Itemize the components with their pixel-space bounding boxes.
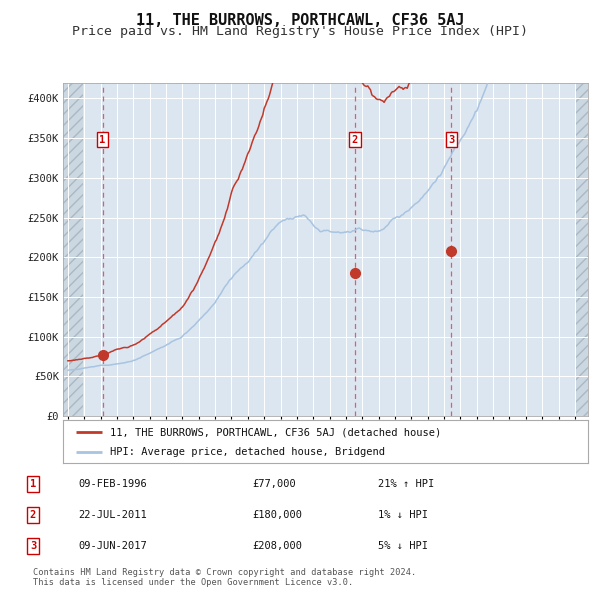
Text: Contains HM Land Registry data © Crown copyright and database right 2024.: Contains HM Land Registry data © Crown c… xyxy=(33,568,416,576)
Text: 1% ↓ HPI: 1% ↓ HPI xyxy=(378,510,428,520)
Text: 5% ↓ HPI: 5% ↓ HPI xyxy=(378,541,428,550)
Text: 1: 1 xyxy=(100,135,106,145)
Text: Price paid vs. HM Land Registry's House Price Index (HPI): Price paid vs. HM Land Registry's House … xyxy=(72,25,528,38)
Text: 1: 1 xyxy=(30,480,36,489)
Text: £208,000: £208,000 xyxy=(252,541,302,550)
Text: 09-JUN-2017: 09-JUN-2017 xyxy=(78,541,147,550)
Text: 11, THE BURROWS, PORTHCAWL, CF36 5AJ (detached house): 11, THE BURROWS, PORTHCAWL, CF36 5AJ (de… xyxy=(110,427,442,437)
Text: 09-FEB-1996: 09-FEB-1996 xyxy=(78,480,147,489)
Text: 21% ↑ HPI: 21% ↑ HPI xyxy=(378,480,434,489)
Text: 11, THE BURROWS, PORTHCAWL, CF36 5AJ: 11, THE BURROWS, PORTHCAWL, CF36 5AJ xyxy=(136,13,464,28)
Text: 2: 2 xyxy=(352,135,358,145)
Bar xyxy=(575,83,588,416)
Text: 2: 2 xyxy=(30,510,36,520)
Text: HPI: Average price, detached house, Bridgend: HPI: Average price, detached house, Brid… xyxy=(110,447,385,457)
Text: 3: 3 xyxy=(448,135,454,145)
Bar xyxy=(63,83,83,416)
Text: £77,000: £77,000 xyxy=(252,480,296,489)
Text: This data is licensed under the Open Government Licence v3.0.: This data is licensed under the Open Gov… xyxy=(33,578,353,587)
Text: 22-JUL-2011: 22-JUL-2011 xyxy=(78,510,147,520)
Text: 3: 3 xyxy=(30,541,36,550)
Text: £180,000: £180,000 xyxy=(252,510,302,520)
